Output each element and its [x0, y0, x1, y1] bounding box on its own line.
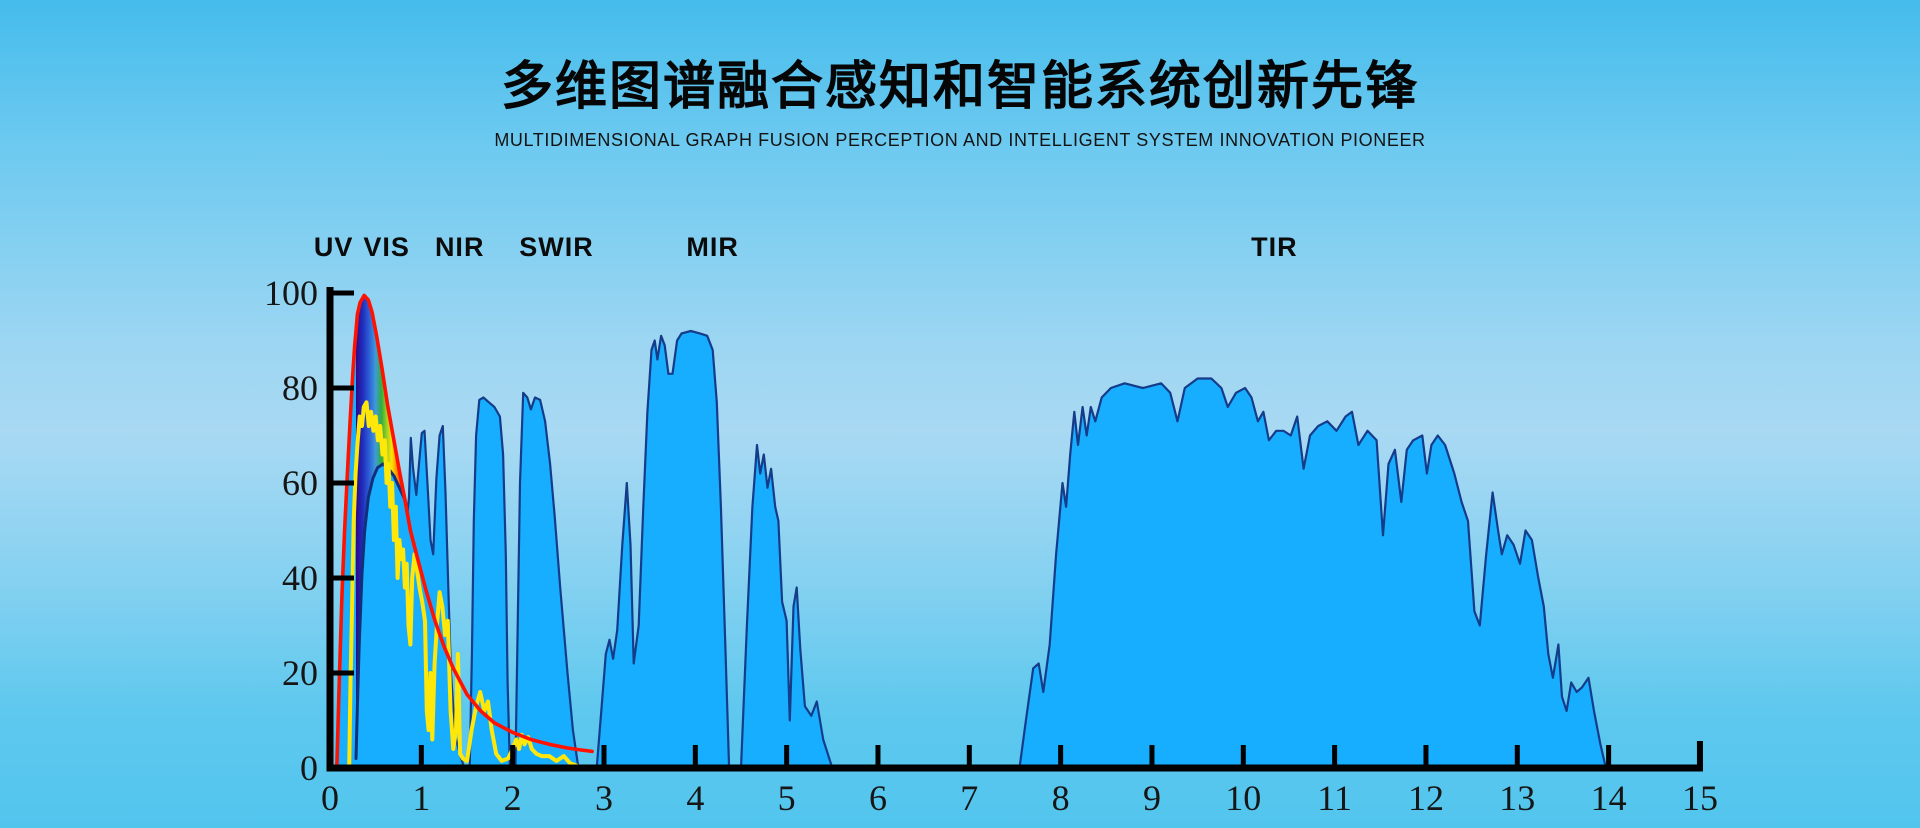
- x-tick-label-10: 10: [1225, 778, 1261, 818]
- x-tick-label-2: 2: [504, 778, 522, 818]
- band-label-vis: VIS: [363, 232, 410, 262]
- swir-window-1: [468, 396, 511, 770]
- y-tick-label-60: 60: [282, 463, 318, 503]
- band-label-nir: NIR: [435, 232, 485, 262]
- y-tick-label-0: 0: [300, 748, 318, 788]
- tir-window: [1018, 377, 1607, 770]
- mir-window-1: [595, 329, 731, 770]
- x-tick-label-0: 0: [321, 778, 339, 818]
- band-label-uv: UV: [314, 232, 354, 262]
- y-tick-label-100: 100: [264, 273, 318, 313]
- header: 多维图谱融合感知和智能系统创新先锋 MULTIDIMENSIONAL GRAPH…: [0, 57, 1920, 151]
- x-tick-label-11: 11: [1317, 778, 1352, 818]
- x-tick-label-1: 1: [412, 778, 430, 818]
- mir-window-2: [739, 443, 834, 770]
- x-tick-label-3: 3: [595, 778, 613, 818]
- x-tick-label-15: 15: [1682, 778, 1718, 818]
- band-label-mir: MIR: [686, 232, 739, 262]
- surface-emission-dome: [354, 462, 407, 760]
- y-tick-label-20: 20: [282, 653, 318, 693]
- band-label-tir: TIR: [1251, 232, 1298, 262]
- uv-vis-nir-window: [335, 294, 466, 770]
- page-title: 多维图谱融合感知和智能系统创新先锋: [500, 57, 1419, 117]
- swir-window-2: [514, 391, 580, 770]
- band-label-swir: SWIR: [519, 232, 594, 262]
- x-tick-label-12: 12: [1408, 778, 1444, 818]
- x-tick-label-14: 14: [1591, 778, 1627, 818]
- x-tick-label-8: 8: [1052, 778, 1070, 818]
- x-tick-label-9: 9: [1143, 778, 1161, 818]
- page-subtitle: MULTIDIMENSIONAL GRAPH FUSION PERCEPTION…: [494, 129, 1426, 150]
- y-tick-label-40: 40: [282, 558, 318, 598]
- x-tick-label-5: 5: [778, 778, 796, 818]
- x-tick-label-4: 4: [686, 778, 704, 818]
- y-tick-label-80: 80: [282, 368, 318, 408]
- x-tick-label-13: 13: [1499, 778, 1535, 818]
- x-tick-label-6: 6: [869, 778, 887, 818]
- x-tick-label-7: 7: [960, 778, 978, 818]
